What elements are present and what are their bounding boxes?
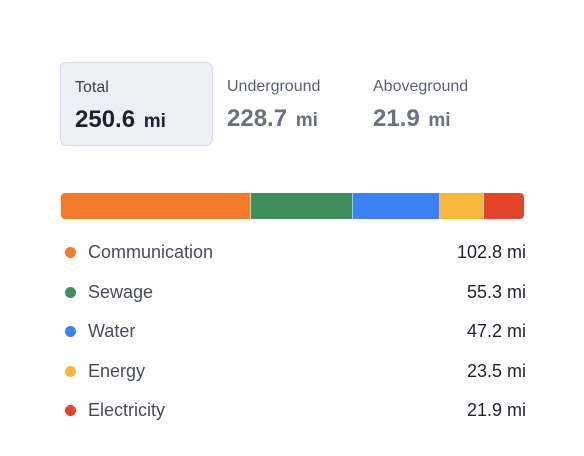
tab-value: 228.7 mi <box>227 105 359 133</box>
tab-value: 21.9 mi <box>373 105 519 133</box>
category-name: Electricity <box>88 400 166 421</box>
legend-row-energy: Energy 23.5 mi <box>61 352 526 392</box>
bar-segment-water <box>352 193 441 219</box>
stacked-bar <box>61 193 524 219</box>
tab-total[interactable]: Total 250.6 mi <box>60 62 213 146</box>
legend-row-electricity: Electricity 21.9 mi <box>61 391 526 431</box>
tab-value-unit: mi <box>428 110 451 131</box>
color-dot-icon <box>65 365 76 377</box>
legend-row-sewage: Sewage 55.3 mi <box>61 273 526 313</box>
tab-underground[interactable]: Underground 228.7 mi <box>213 62 373 146</box>
tab-label: Underground <box>227 78 321 95</box>
summary-tabs: Total 250.6 mi Underground 228.7 mi Abov… <box>60 62 533 146</box>
category-value: 55.3 mi <box>466 281 526 302</box>
category-value: 21.9 mi <box>466 400 526 421</box>
category-value: 23.5 mi <box>466 360 526 381</box>
bar-segment-sewage <box>250 193 353 219</box>
category-name: Water <box>88 321 136 342</box>
tab-label: Aboveground <box>373 78 469 95</box>
color-dot-icon <box>65 405 76 417</box>
tab-value-number: 228.7 <box>227 105 288 132</box>
tab-value: 250.6 mi <box>75 106 198 134</box>
tab-value-unit: mi <box>295 110 318 131</box>
tab-aboveground[interactable]: Aboveground 21.9 mi <box>373 62 533 146</box>
category-value: 102.8 mi <box>456 242 526 263</box>
color-dot-icon <box>65 326 76 338</box>
tab-value-number: 250.6 <box>75 106 136 133</box>
bar-segment-energy <box>440 193 484 219</box>
color-dot-icon <box>65 286 76 298</box>
category-name: Sewage <box>88 281 154 302</box>
legend-row-communication: Communication 102.8 mi <box>61 233 526 273</box>
category-name: Energy <box>88 360 146 381</box>
category-value: 47.2 mi <box>466 321 526 342</box>
bar-segment-electricity <box>483 193 524 219</box>
bar-segment-communication <box>61 193 251 219</box>
color-dot-icon <box>65 247 76 259</box>
tab-label: Total <box>75 79 109 96</box>
category-legend: Communication 102.8 mi Sewage 55.3 mi Wa… <box>61 233 526 431</box>
legend-row-water: Water 47.2 mi <box>61 312 526 352</box>
tab-value-number: 21.9 <box>373 105 420 132</box>
tab-value-unit: mi <box>143 111 166 132</box>
category-name: Communication <box>88 242 214 263</box>
